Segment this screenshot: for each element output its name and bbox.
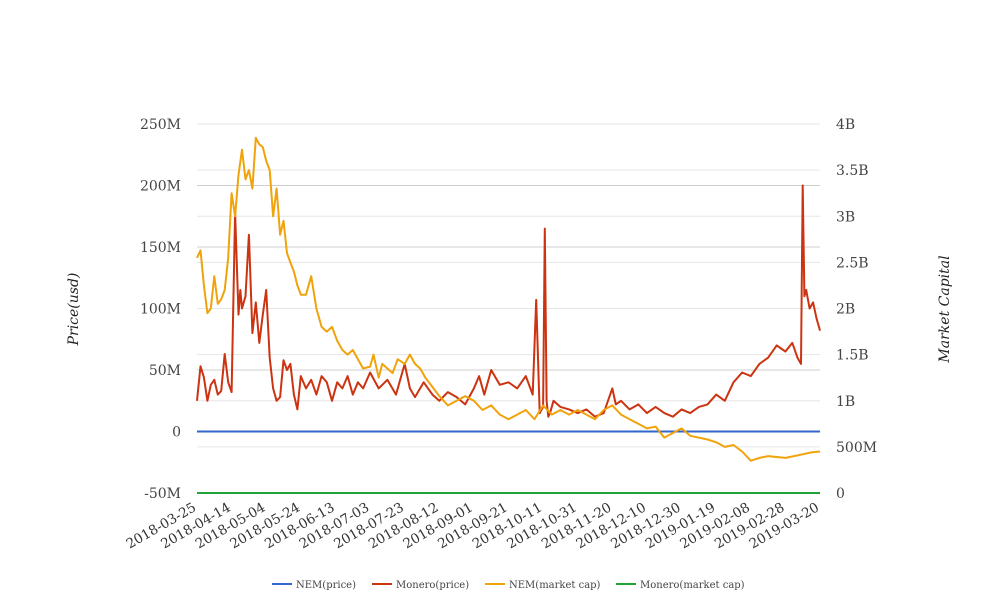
y-axis-title: Price(usd) xyxy=(66,273,82,347)
y-tick-label: 250M xyxy=(140,117,181,133)
legend-label-nem-market-cap: NEM(market cap) xyxy=(509,580,601,591)
y2-tick-label: 4B xyxy=(836,117,855,133)
legend-label-nem-price: NEM(price) xyxy=(296,580,356,591)
legend-label-monero-price: Monero(price) xyxy=(396,580,469,591)
legend: NEM(price) Monero(price) NEM(market cap) Mo… xyxy=(272,580,745,591)
x-axis-ticks: 2018-03-252018-04-142018-05-042018-05-24… xyxy=(124,500,822,553)
left-axis-ticks: 250M 200M 150M 100M 50M 0 -50M xyxy=(140,117,181,502)
y2-axis-title: Market Capital xyxy=(937,255,953,363)
y2-tick-label: 500M xyxy=(836,440,877,456)
y2-tick-label: 3.5B xyxy=(836,163,869,179)
y-tick-label: -50M xyxy=(144,486,181,502)
y-tick-label: 200M xyxy=(140,179,181,195)
legend-label-monero-market-cap: Monero(market cap) xyxy=(640,580,745,591)
y2-tick-label: 1B xyxy=(836,394,855,410)
y2-tick-label: 2B xyxy=(836,302,855,318)
y-tick-label: 100M xyxy=(140,302,181,318)
series-line-monero-price xyxy=(196,184,821,418)
y-tick-label: 150M xyxy=(140,240,181,256)
y2-tick-label: 3B xyxy=(836,209,855,225)
gridlines xyxy=(197,123,820,494)
y-tick-label: 0 xyxy=(172,425,181,441)
series-lines xyxy=(196,136,821,494)
series-line-nem-market-cap xyxy=(196,136,821,462)
right-axis-ticks: 4B 3.5B 3B 2.5B 2B 1.5B 1B 500M 0 xyxy=(836,117,877,502)
y2-tick-label: 0 xyxy=(836,486,845,502)
y2-tick-label: 2.5B xyxy=(836,255,869,271)
y-tick-label: 50M xyxy=(149,363,181,379)
y2-tick-label: 1.5B xyxy=(836,348,869,364)
